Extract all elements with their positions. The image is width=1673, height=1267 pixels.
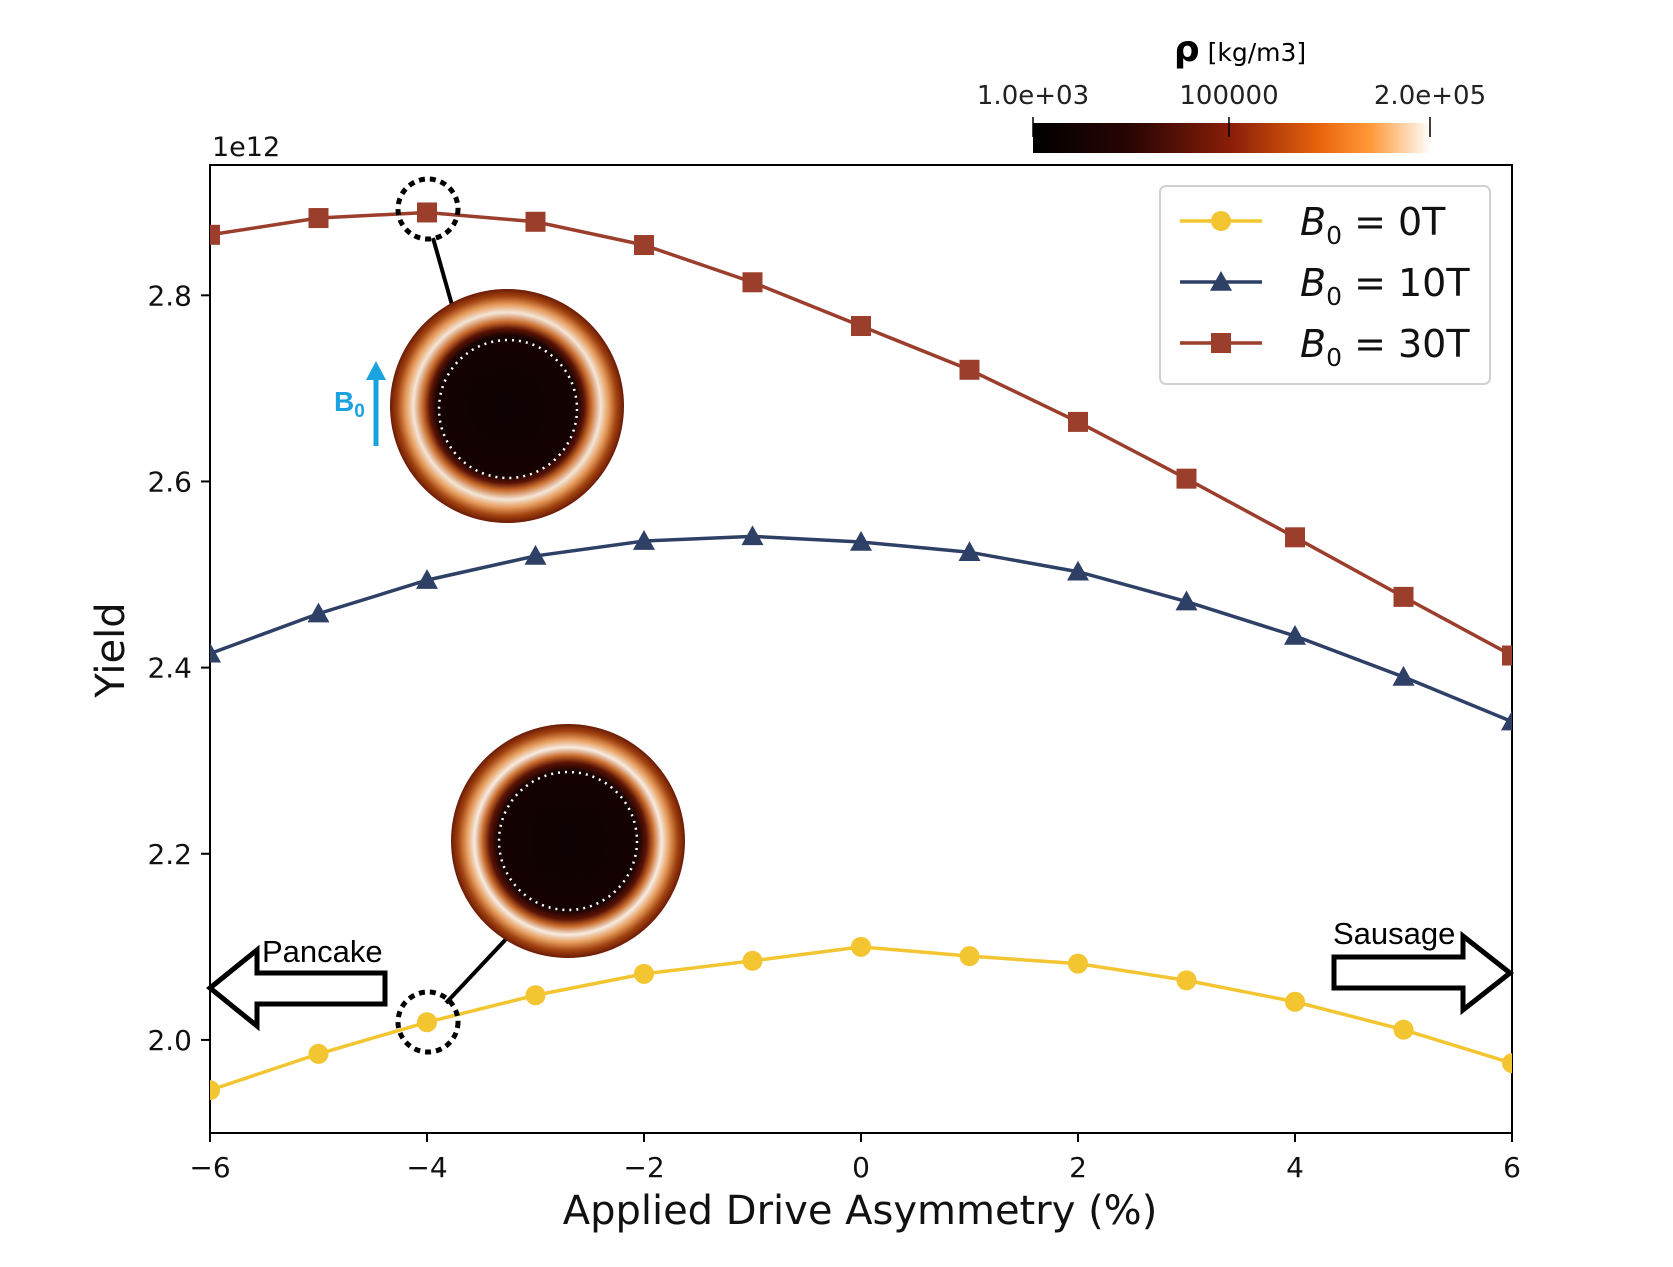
data-point <box>1502 1053 1512 1074</box>
data-point <box>1285 991 1305 1012</box>
data-point <box>1175 590 1198 611</box>
pancake-arrow: Pancake <box>206 934 388 1032</box>
legend-entry: B0 = 0T <box>1180 200 1446 250</box>
legend-box <box>1159 185 1491 385</box>
legend-marker <box>1210 271 1232 291</box>
y-offset-label: 1e12 <box>212 132 280 163</box>
colorbar-tick-label: 2.0e+05 <box>1374 81 1486 111</box>
data-point <box>742 272 763 293</box>
data-point <box>1501 710 1512 731</box>
callout-line-0T <box>444 935 510 1005</box>
highlight-circle-0T <box>395 989 461 1055</box>
field-arrow-head <box>366 361 386 380</box>
y-tick-label: 2.0 <box>147 1024 192 1057</box>
data-point <box>210 642 221 663</box>
data-point <box>210 224 220 245</box>
data-point <box>1285 527 1305 548</box>
y-axis-label: Yield <box>88 602 134 698</box>
series-layer <box>210 202 1512 1101</box>
data-point <box>1176 468 1197 489</box>
x-tick-label: 2 <box>1069 1151 1087 1184</box>
legend-label: B0 = 10T <box>1300 261 1470 311</box>
field-arrow-label: B0 <box>334 386 365 422</box>
data-point <box>307 602 330 623</box>
x-tick-label: −2 <box>623 1151 664 1184</box>
data-point <box>1068 953 1088 974</box>
legend: B0 = 0T B0 = 10T B0 = 30T <box>1159 185 1491 385</box>
colorbar-title: ρ [kg/m3] <box>1174 29 1306 70</box>
pancake-arrow-shape <box>206 944 388 1032</box>
data-point <box>959 359 980 380</box>
data-point <box>958 541 981 561</box>
highlight-circle-30T <box>395 176 461 242</box>
x-tick-label: 0 <box>852 1151 870 1184</box>
callout-line-30T <box>431 237 454 306</box>
y-tick-label: 2.2 <box>147 838 192 871</box>
data-point <box>634 235 654 256</box>
data-point <box>1284 624 1306 645</box>
legend-entry: B0 = 30T <box>1180 322 1470 372</box>
data-point <box>741 525 764 546</box>
sausage-arrow-shape <box>1331 930 1515 1016</box>
inset-image-30T <box>390 289 624 523</box>
data-point <box>851 316 871 337</box>
series-1 <box>210 525 1512 731</box>
data-point <box>851 936 871 957</box>
data-point <box>1393 1019 1414 1040</box>
x-tick-label: −4 <box>406 1151 447 1184</box>
data-point <box>417 1012 437 1033</box>
data-point <box>634 963 654 984</box>
data-point <box>633 530 655 550</box>
legend-marker <box>1211 211 1231 231</box>
series-0 <box>210 936 1512 1101</box>
data-point <box>742 950 763 971</box>
legend-label: B0 = 0T <box>1300 200 1446 250</box>
data-point <box>1068 411 1088 432</box>
colorbar-tick-label: 100000 <box>1179 81 1278 111</box>
data-point <box>210 1080 220 1101</box>
inset-image-0T <box>451 724 685 958</box>
y-tick-label: 2.6 <box>147 465 192 498</box>
colorbar: ρ [kg/m3] 1.0e+03 100000 2.0e+05 <box>977 29 1486 153</box>
data-point <box>308 1043 329 1064</box>
pancake-label: Pancake <box>262 934 383 969</box>
data-point <box>959 946 980 967</box>
legend-marker <box>1211 333 1231 353</box>
x-tick-label: −6 <box>189 1151 230 1184</box>
data-point <box>1392 665 1415 686</box>
legend-entry: B0 = 10T <box>1180 261 1470 311</box>
series-line <box>210 534 1512 724</box>
legend-label: B0 = 30T <box>1300 322 1470 372</box>
colorbar-tick-label: 1.0e+03 <box>977 81 1089 111</box>
field-arrow: B0 <box>334 361 386 446</box>
data-point <box>1067 560 1089 581</box>
data-point <box>308 208 329 229</box>
x-axis-ticks: −6 −4 −2 0 2 4 6 <box>189 1133 1521 1184</box>
colorbar-gradient <box>1033 123 1431 153</box>
data-point <box>525 211 546 232</box>
data-point <box>850 530 872 551</box>
y-tick-label: 2.8 <box>147 279 192 312</box>
data-point <box>525 985 546 1006</box>
y-axis-ticks: 2.0 2.2 2.4 2.6 2.8 <box>147 279 210 1057</box>
series-line <box>210 945 1512 1092</box>
y-tick-label: 2.4 <box>147 652 192 685</box>
data-point <box>1176 970 1197 991</box>
data-point <box>1502 645 1512 666</box>
data-point <box>524 544 547 565</box>
x-axis-label: Applied Drive Asymmetry (%) <box>563 1188 1158 1234</box>
sausage-arrow: Sausage <box>1331 916 1515 1016</box>
x-tick-label: 4 <box>1286 1151 1304 1184</box>
series-2 <box>210 202 1512 666</box>
data-point <box>417 202 437 223</box>
data-point <box>1393 586 1414 607</box>
sausage-label: Sausage <box>1333 916 1455 951</box>
x-tick-label: 6 <box>1503 1151 1521 1184</box>
callouts <box>395 176 510 1055</box>
data-point <box>416 569 438 589</box>
